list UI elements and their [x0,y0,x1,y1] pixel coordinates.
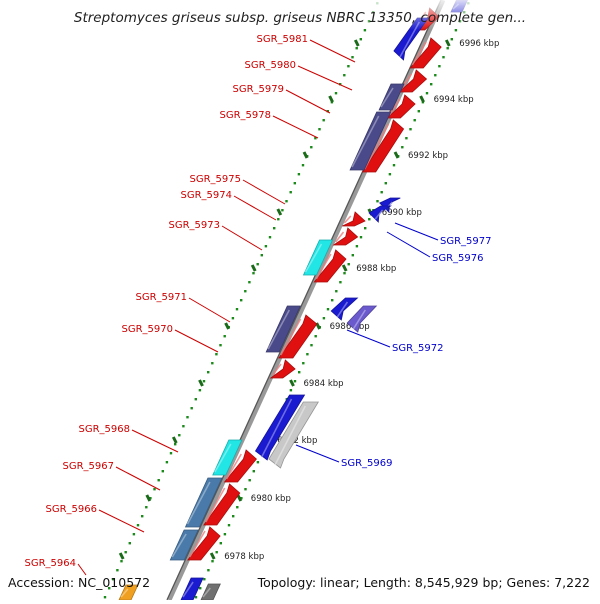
gene-label[interactable]: SGR_5972 [392,343,444,354]
gene-SGR_5970-b[interactable] [269,359,296,379]
kbp-label: 6982 kbp [277,436,317,446]
kbp-scale: 6996 kbp 6994 kbp 6992 kbp 6990 kbp 6988 kbp… [118,39,499,562]
kbp-tick-left [353,39,360,47]
leader-line [386,231,431,258]
leader-line [285,89,331,114]
gene-label[interactable]: SGR_5976 [432,253,484,264]
gene-label[interactable]: SGR_5964 [25,558,77,569]
gene-SGR_5978[interactable] [361,119,405,173]
tick-rail-left [103,2,379,599]
kbp-tick-left [224,322,230,330]
leader-line [174,329,219,353]
gene-labels-right: SGR_5977 SGR_5976 SGR_5972 SGR_5969 [295,222,492,469]
kbp-tick-left [198,379,204,387]
kbp-label: 6978 kbp [224,552,264,562]
kbp-tick [341,264,348,272]
kbp-label: 6992 kbp [408,151,448,161]
gene-SGR_5968[interactable] [223,449,257,483]
gene-SGR_5978-n[interactable] [349,111,392,171]
kbp-tick-left [328,95,334,103]
leader-line [77,563,87,576]
leader-line [98,509,145,533]
gene-SGR_5976[interactable] [368,205,393,223]
kbp-tick-left [276,208,283,216]
accession-label: Accession: NC_010572 [8,575,151,590]
gene-SGR_5966-s[interactable] [169,529,199,561]
kbp-tick [209,552,216,560]
gene-SGR_5969[interactable] [268,401,320,469]
kbp-tick [236,494,243,502]
kbp-tick [289,379,295,387]
gene-SGR_5974[interactable] [342,211,366,227]
kbp-tick [393,151,400,159]
leader-line [394,222,439,241]
gene-SGR_5973[interactable] [313,249,347,283]
gene-label[interactable]: SGR_5980 [245,60,297,71]
leader-line [221,225,263,251]
leader-line [309,39,356,63]
gene-SGR_5967[interactable] [203,483,241,526]
gene-SGR_5979-n[interactable] [378,83,405,111]
gene-label[interactable]: SGR_5978 [220,110,272,121]
gene-SGR_5973-c[interactable] [302,239,334,276]
gene-label[interactable]: SGR_5979 [233,84,285,95]
title-fade [0,0,600,30]
genome-summary: Topology: linear; Length: 8,545,929 bp; … [257,575,590,590]
leader-line [295,444,340,463]
gene-SGR_5967-s[interactable] [184,477,223,528]
gene-SGR_5980[interactable] [409,37,442,69]
leader-line [242,179,286,205]
leader-line [272,115,319,139]
leader-line [115,466,161,491]
kbp-tick-left [171,436,178,444]
leader-line [233,195,277,221]
kbp-label: 6990 kbp [382,208,422,218]
leader-line [346,329,391,348]
kbp-tick [419,95,425,103]
kbp-tick [444,39,451,47]
gene-SGR_5970[interactable] [278,314,318,359]
gene-label[interactable]: SGR_5973 [169,220,221,231]
gene-label[interactable]: SGR_5968 [79,424,131,435]
gene-label[interactable]: SGR_5974 [181,190,233,201]
kbp-label: 6988 kbp [356,264,396,274]
gene-labels-left: SGR_5981 SGR_5980 SGR_5979 SGR_5978 SGR_5975… [25,34,356,576]
kbp-tick-left [302,151,309,159]
gene-SGR_5969-b[interactable] [254,394,306,461]
gene-label[interactable]: SGR_5970 [122,324,174,335]
kbp-tick-left [145,494,152,502]
gene-label[interactable]: SGR_5969 [341,458,393,469]
gene-SGR_5971[interactable] [265,305,301,353]
gene-SGR_5972[interactable] [346,305,378,333]
gene-SGR_5966[interactable] [186,526,221,561]
gene-bottom-grey[interactable] [200,583,221,601]
gene-label[interactable]: SGR_5967 [63,461,115,472]
leader-line [188,297,231,323]
kbp-label: 6984 kbp [304,379,344,389]
kbp-label: 6994 kbp [434,95,474,105]
leader-line [131,429,179,453]
gene-label[interactable]: SGR_5975 [190,174,242,185]
leader-line [297,65,353,91]
gene-label[interactable]: SGR_5981 [257,34,309,45]
gene-SGR_5979[interactable] [386,94,416,119]
kbp-label: 6980 kbp [251,494,291,504]
gene-label[interactable]: SGR_5977 [440,236,492,247]
gene-SGR_5973-r[interactable] [332,227,359,246]
gene-label[interactable]: SGR_5971 [136,292,188,303]
gene-SGR_5972-b[interactable] [330,297,359,321]
kbp-label: 6996 kbp [459,39,499,49]
kbp-tick-left [118,552,125,560]
map-title: Streptomyces griseus subsp. griseus NBRC… [73,10,527,26]
gene-SGR_5968-c[interactable] [212,439,243,476]
kbp-label: 6986 kbp [330,322,370,332]
kbp-tick-left [250,264,257,272]
gene-label[interactable]: SGR_5966 [46,504,98,515]
